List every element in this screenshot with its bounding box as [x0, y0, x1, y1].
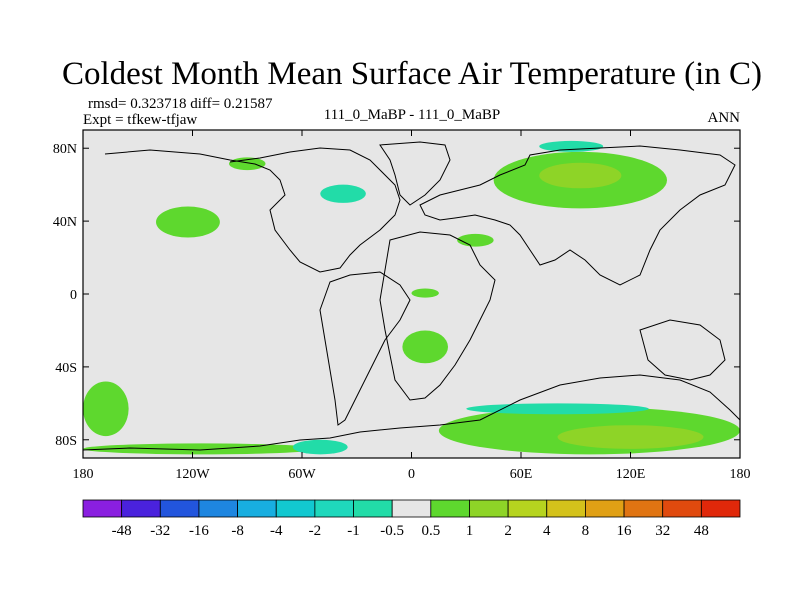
center-label: 111_0_MaBP - 111_0_MaBP	[324, 107, 500, 123]
colorbar-label: -0.5	[380, 523, 404, 539]
colorbar-swatch	[662, 499, 702, 518]
colorbar-swatch	[121, 499, 161, 518]
coastline-antarctica	[82, 374, 741, 451]
anomaly-region	[292, 439, 348, 455]
colorbar-swatch	[275, 499, 316, 518]
y-tick-label: 40S	[55, 361, 77, 376]
colorbar-swatch	[391, 499, 432, 518]
chart-title: Coldest Month Mean Surface Air Temperatu…	[62, 56, 762, 92]
colorbar-label: -48	[112, 523, 132, 539]
colorbar-swatch	[585, 499, 625, 518]
coastlines	[82, 141, 741, 451]
expt-label: Expt = tfkew-tfjaw	[83, 112, 197, 128]
stats-label: rmsd= 0.323718 diff= 0.21587	[88, 96, 273, 112]
anomaly-region	[466, 403, 649, 415]
anomaly-region	[320, 184, 366, 203]
x-tick-label: 0	[408, 467, 415, 482]
anomaly-region	[83, 381, 129, 437]
colorbar-swatch	[430, 499, 470, 518]
colorbar-swatch	[700, 499, 741, 518]
y-axis: 80N 40N 0 40S 80S	[53, 142, 740, 449]
anomaly-region	[557, 425, 704, 449]
colorbar-label: -4	[270, 523, 283, 539]
colorbar-swatch	[82, 499, 123, 518]
y-tick-label: 80S	[55, 434, 77, 449]
colorbar-swatch	[546, 499, 586, 518]
x-tick-label: 180	[73, 467, 94, 482]
x-axis: 180 120W 60W 0 60E 120E 180	[73, 130, 751, 482]
colorbar-swatch	[469, 499, 509, 518]
colorbar: -48 -32 -16 -8 -4 -2 -1 -0.5 0.5 1 2 4 8 16 32 48	[82, 499, 741, 539]
colorbar-label: -16	[189, 523, 209, 539]
x-tick-label: 180	[730, 467, 751, 482]
colorbar-label: 16	[617, 523, 633, 539]
colorbar-label: 4	[543, 523, 551, 539]
coastline-africa	[379, 231, 496, 401]
coastline-north-america	[104, 147, 401, 273]
x-tick-label: 60W	[288, 467, 316, 482]
colorbar-label: -8	[231, 523, 244, 539]
colorbar-swatch	[353, 499, 393, 518]
coastline-south-america	[319, 271, 411, 426]
x-tick-label: 60E	[510, 467, 533, 482]
anomaly-region	[457, 233, 494, 247]
colorbar-label: 1	[466, 523, 474, 539]
x-tick-label: 120E	[616, 467, 646, 482]
anomaly-region	[539, 162, 622, 189]
anomaly-region	[156, 206, 220, 238]
coastline-australia	[639, 319, 726, 381]
colorbar-label: 48	[694, 523, 709, 539]
colorbar-swatch	[507, 499, 548, 518]
colorbar-label: 2	[504, 523, 512, 539]
anomaly-region	[411, 288, 439, 298]
colorbar-label: -32	[150, 523, 170, 539]
colorbar-swatch	[237, 499, 277, 518]
colorbar-label: 32	[655, 523, 670, 539]
colorbar-label: -2	[309, 523, 322, 539]
colorbar-label: 0.5	[421, 523, 440, 539]
colorbar-swatch	[314, 499, 354, 518]
colorbar-swatch	[198, 499, 238, 518]
y-tick-label: 0	[70, 288, 77, 303]
season-label: ANN	[708, 110, 741, 126]
colorbar-swatch	[159, 499, 200, 518]
y-tick-label: 40N	[53, 215, 77, 230]
anomaly-region	[402, 330, 448, 364]
x-tick-label: 120W	[175, 467, 210, 482]
colorbar-label: -1	[347, 523, 360, 539]
colorbar-label: 8	[582, 523, 590, 539]
coastline-greenland	[379, 141, 451, 206]
colorbar-swatch	[623, 499, 664, 518]
coastline-eurasia	[419, 145, 736, 286]
y-tick-label: 80N	[53, 142, 77, 157]
map-area: 180 120W 60W 0 60E 120E 180 80N 40N 0 40S 80S	[53, 129, 751, 482]
anomaly-region	[539, 140, 604, 152]
